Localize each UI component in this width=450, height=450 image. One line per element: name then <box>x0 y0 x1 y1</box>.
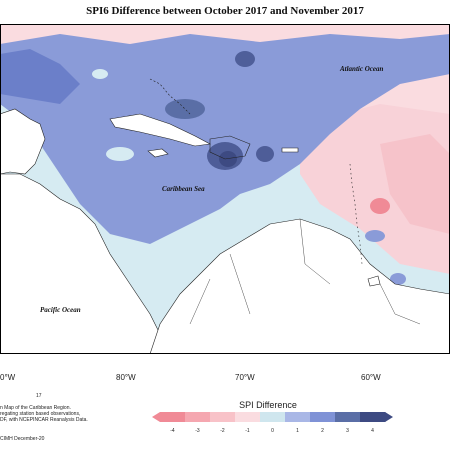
label-caribbean-sea: Caribbean Sea <box>162 185 205 193</box>
dark-core-bahamas <box>165 99 205 119</box>
legend-tick-label: -4 <box>170 428 175 434</box>
land-puerto-rico <box>281 147 299 153</box>
borders-south-america <box>189 218 421 325</box>
legend-tick-label: 4 <box>371 428 374 434</box>
legend-swatch <box>185 412 211 422</box>
legend-tick-label: 0 <box>271 428 274 434</box>
legend-tick-label: -3 <box>195 428 200 434</box>
land-north-america <box>0 108 46 175</box>
legend-swatch <box>360 412 386 422</box>
pink-region-east-dark <box>380 134 450 234</box>
dark-core-pr <box>256 146 274 162</box>
dark-core-north <box>235 51 255 67</box>
blue-patch-se2 <box>390 273 406 285</box>
land-cuba <box>109 113 211 147</box>
footnote-credit: CIMH December-20 <box>0 436 45 442</box>
legend-title: SPI Difference <box>239 400 297 410</box>
spi-difference-map: Atlantic Ocean Caribbean Sea Pacific Oce… <box>0 24 450 354</box>
land-bahamas <box>149 78 191 115</box>
legend-tick-label: -1 <box>245 428 250 434</box>
land-jamaica <box>147 148 169 158</box>
light-patch-2 <box>92 69 108 79</box>
legend-tick-label: 1 <box>296 428 299 434</box>
legend-arrow-left <box>152 412 160 422</box>
land-lesser-antilles <box>349 163 363 265</box>
legend-arrow-right <box>385 412 393 422</box>
blue-region-west <box>0 49 80 104</box>
label-atlantic-ocean: Atlantic Ocean <box>339 65 383 73</box>
footnote-line-2: regating station based observations, <box>0 411 81 417</box>
blue-region-north <box>0 34 450 244</box>
pink-patch-1 <box>370 198 390 214</box>
land-central-america <box>0 173 161 354</box>
land-hispaniola <box>209 135 251 160</box>
blue-patch-se <box>365 230 385 242</box>
legend-colorbar: -4 -3 -2 -1 0 1 2 3 4 <box>152 412 393 434</box>
label-pacific-ocean: Pacific Ocean <box>40 306 81 314</box>
legend-swatch <box>260 412 286 422</box>
light-patch-1 <box>106 147 134 161</box>
lon-label-0: 0°W <box>0 373 16 382</box>
map-title: SPI6 Difference between October 2017 and… <box>86 5 364 17</box>
legend-swatch <box>335 412 361 422</box>
lon-label-60w: 60°W <box>361 373 381 382</box>
land-south-america <box>149 218 450 354</box>
dark-core-hispaniola-inner <box>219 151 237 167</box>
legend-swatch <box>160 412 186 422</box>
legend-swatch <box>210 412 236 422</box>
footnote-line-1: n Map of the Caribbean Region. <box>0 405 71 411</box>
legend-tick-label: 3 <box>346 428 349 434</box>
legend-tick-label: -2 <box>220 428 225 434</box>
legend-swatch <box>235 412 261 422</box>
lon-label-70w: 70°W <box>235 373 255 382</box>
legend-tick-label: 2 <box>321 428 324 434</box>
legend-swatch <box>310 412 336 422</box>
lon-label-80w: 80°W <box>116 373 136 382</box>
footnote-line-3: DF, with NCEPINCAR Reanalysis Data. <box>0 417 88 423</box>
legend-swatch <box>285 412 311 422</box>
footnote-marker: 17 <box>36 393 42 399</box>
